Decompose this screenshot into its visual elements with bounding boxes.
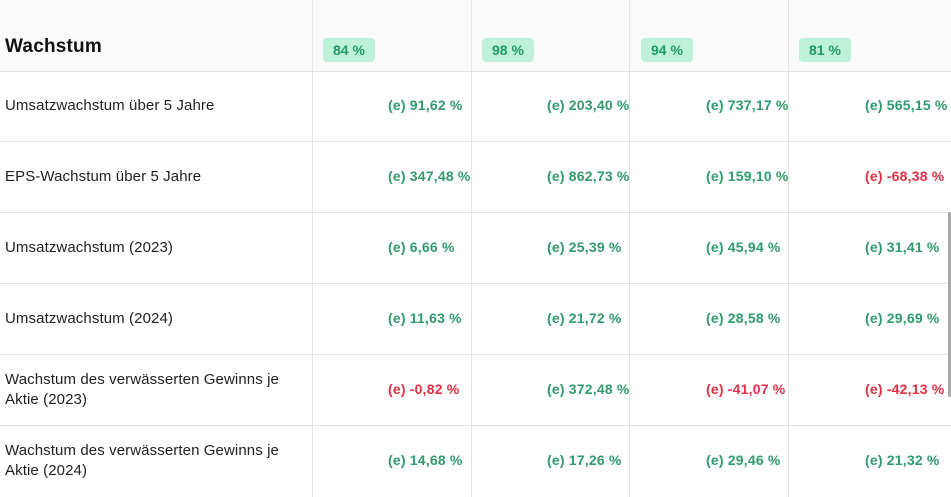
column-divider: [312, 0, 313, 497]
value-cell: (e) 29,69 %: [865, 310, 940, 326]
value-cell: (e) 91,62 %: [388, 97, 463, 113]
value-cell: (e) 159,10 %: [706, 168, 789, 184]
value-cell: (e) -68,38 %: [865, 168, 945, 184]
table-row: Wachstum des verwässerten Gewinns je Akt…: [0, 426, 951, 497]
table-row: Umsatzwachstum (2024) (e) 11,63 % (e) 21…: [0, 284, 951, 355]
value-cell: (e) 21,32 %: [865, 452, 940, 468]
row-label: Umsatzwachstum (2024): [5, 310, 173, 327]
score-badge: 98 %: [482, 38, 534, 62]
section-title: Wachstum: [5, 36, 102, 57]
value-cell: (e) 11,63 %: [388, 310, 462, 326]
table-header: Wachstum 84 % 98 % 94 % 81 %: [0, 0, 951, 72]
row-label: Umsatzwachstum (2023): [5, 239, 173, 256]
value-cell: (e) 737,17 %: [706, 97, 789, 113]
table-row: Umsatzwachstum über 5 Jahre (e) 91,62 % …: [0, 71, 951, 142]
value-cell: (e) 203,40 %: [547, 97, 630, 113]
value-cell: (e) 6,66 %: [388, 239, 455, 255]
table-row: Wachstum des verwässerten Gewinns je Akt…: [0, 355, 951, 426]
table-row: Umsatzwachstum (2023) (e) 6,66 % (e) 25,…: [0, 213, 951, 284]
value-cell: (e) 31,41 %: [865, 239, 940, 255]
value-cell: (e) 347,48 %: [388, 168, 471, 184]
value-cell: (e) 21,72 %: [547, 310, 622, 326]
score-badge: 81 %: [799, 38, 851, 62]
value-cell: (e) 862,73 %: [547, 168, 630, 184]
row-label: Wachstum des verwässerten Gewinns je Akt…: [5, 442, 279, 479]
value-cell: (e) -41,07 %: [706, 381, 786, 397]
score-badge: 84 %: [323, 38, 375, 62]
column-divider: [788, 0, 789, 497]
value-cell: (e) -42,13 %: [865, 381, 945, 397]
value-cell: (e) 17,26 %: [547, 452, 622, 468]
value-cell: (e) 372,48 %: [547, 381, 630, 397]
column-divider: [629, 0, 630, 497]
table-row: EPS-Wachstum über 5 Jahre (e) 347,48 % (…: [0, 142, 951, 213]
value-cell: (e) 565,15 %: [865, 97, 948, 113]
value-cell: (e) -0,82 %: [388, 381, 460, 397]
row-label: Umsatzwachstum über 5 Jahre: [5, 97, 215, 114]
column-divider: [471, 0, 472, 497]
value-cell: (e) 25,39 %: [547, 239, 622, 255]
score-badge: 94 %: [641, 38, 693, 62]
value-cell: (e) 28,58 %: [706, 310, 781, 326]
vertical-scrollbar[interactable]: [948, 212, 951, 397]
value-cell: (e) 45,94 %: [706, 239, 781, 255]
value-cell: (e) 14,68 %: [388, 452, 463, 468]
value-cell: (e) 29,46 %: [706, 452, 781, 468]
row-label: Wachstum des verwässerten Gewinns je Akt…: [5, 371, 279, 408]
row-label: EPS-Wachstum über 5 Jahre: [5, 168, 202, 185]
